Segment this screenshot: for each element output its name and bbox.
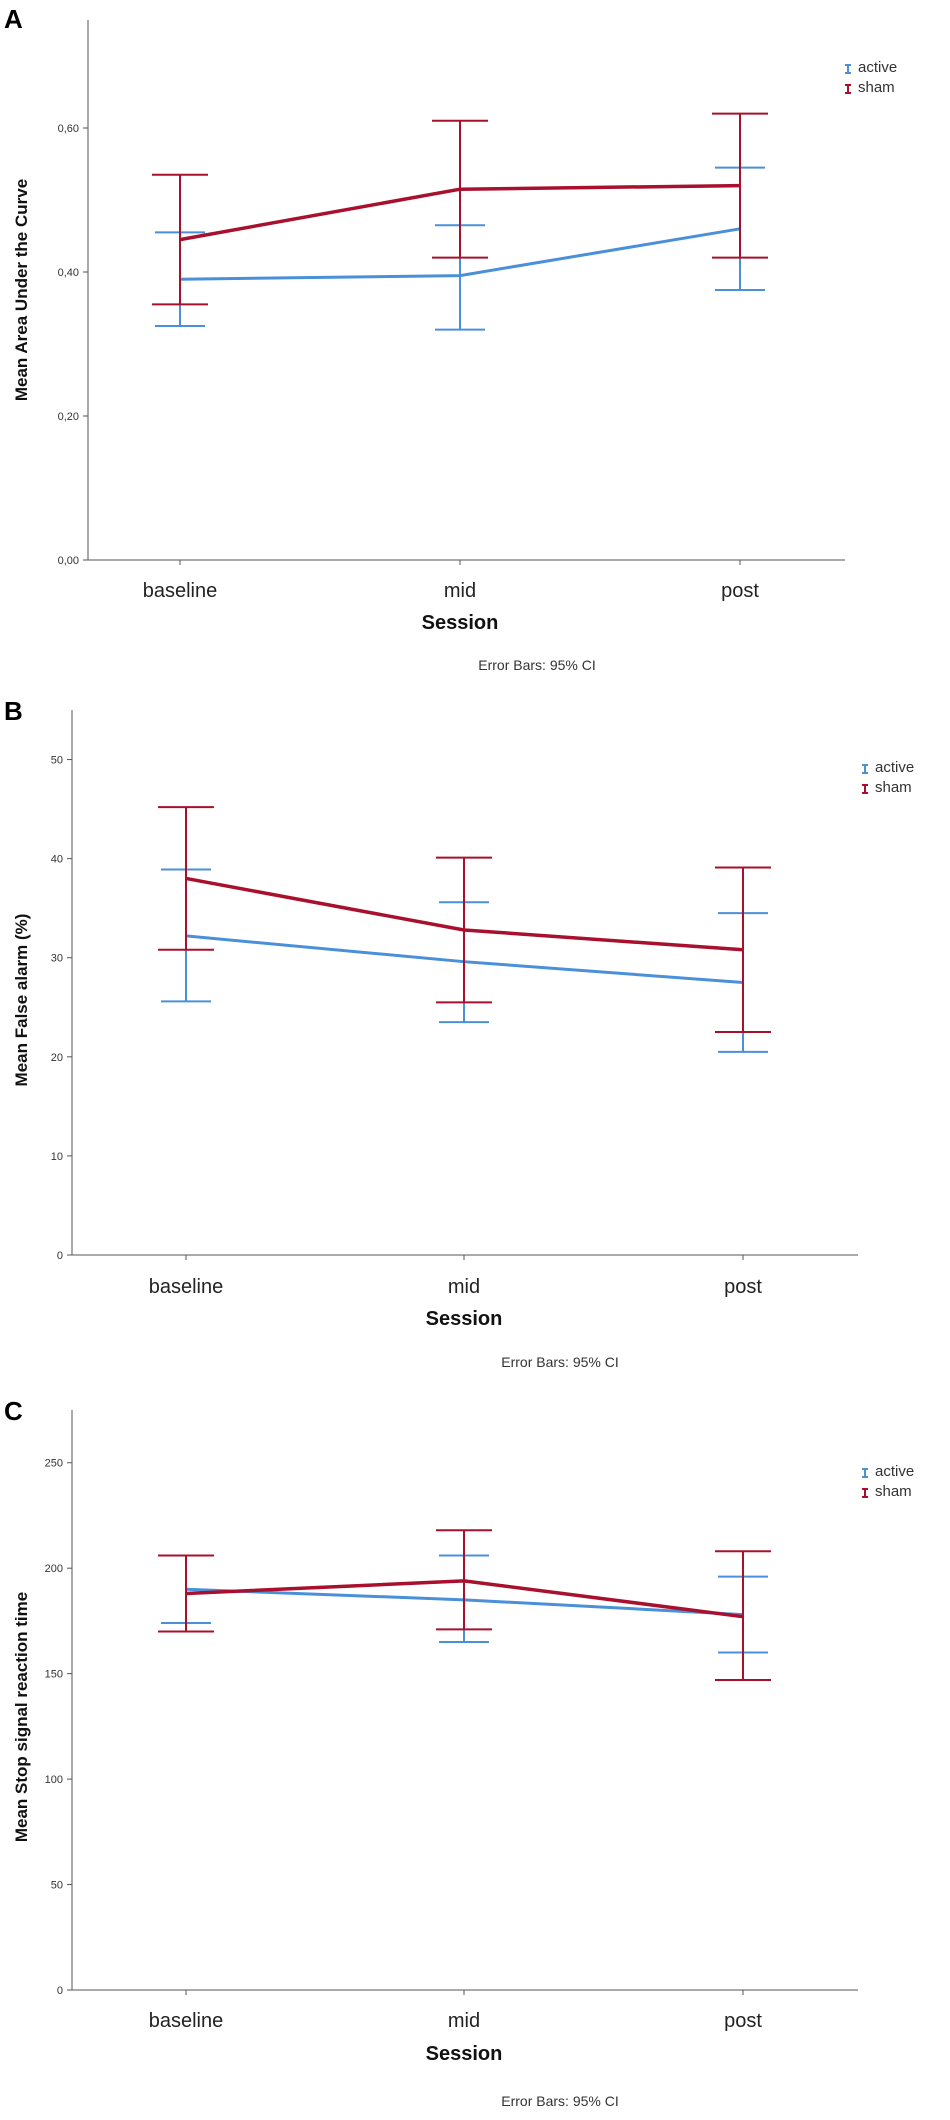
y-tick-label: 200	[45, 1563, 63, 1575]
y-ticks: 0 50 100 150 200 250	[45, 1458, 72, 1997]
y-axis-title: Mean Area Under the Curve	[12, 179, 31, 401]
x-category-label: post	[724, 1276, 762, 1298]
series-layer	[158, 806, 771, 1053]
x-category-label: post	[721, 580, 759, 602]
series-line-sham	[185, 876, 744, 952]
x-axis-title: Session	[422, 612, 499, 634]
y-tick-label: 20	[51, 1052, 63, 1064]
panel-letter: C	[4, 1396, 23, 1426]
panel-letter: B	[4, 696, 23, 726]
chart-panel-a: A 0,00 0,20 0,40 0,60 baseline mid post Sessi…	[4, 4, 897, 673]
y-ticks: 0 10 20 30 40 50	[51, 755, 72, 1262]
x-axis-title: Session	[426, 2043, 503, 2065]
panel-letter: A	[4, 4, 23, 34]
legend-active-icon	[862, 764, 868, 774]
series-layer	[152, 112, 768, 331]
legend-active-icon	[845, 64, 851, 74]
x-category-labels: baseline mid post	[143, 560, 759, 602]
legend-sham-label: sham	[875, 1483, 912, 1500]
legend: active sham	[862, 759, 914, 796]
x-axis-title: Session	[426, 1308, 503, 1330]
legend-active-label: active	[875, 1463, 914, 1480]
y-tick-label: 50	[51, 755, 63, 767]
chart-panel-c: C 0 50 100 150 200 250 baseline mid post Sessio…	[4, 1396, 914, 2109]
y-ticks: 0,00 0,20 0,40 0,60	[58, 123, 88, 567]
y-tick-label: 150	[45, 1669, 63, 1681]
legend-active-label: active	[875, 759, 914, 776]
y-axis-title: Mean False alarm (%)	[12, 914, 31, 1087]
x-category-label: mid	[448, 1276, 480, 1298]
legend: active sham	[862, 1463, 914, 1500]
series-layer	[158, 1529, 771, 1681]
x-category-label: mid	[448, 2010, 480, 2032]
chart-panel-b: B 0 10 20 30 40 50 baseline mid post Session Me…	[4, 696, 914, 1370]
y-tick-label: 250	[45, 1458, 63, 1470]
y-axis-title: Mean Stop signal reaction time	[12, 1592, 31, 1842]
legend: active sham	[845, 59, 897, 96]
series-line-active	[179, 227, 741, 281]
series-line-sham	[179, 183, 741, 242]
legend-active-icon	[862, 1468, 868, 1478]
legend-sham-icon	[845, 84, 851, 94]
legend-active-label: active	[858, 59, 897, 76]
y-tick-label: 100	[45, 1774, 63, 1786]
x-category-label: baseline	[149, 1276, 224, 1298]
x-category-labels: baseline mid post	[149, 1990, 762, 2032]
error-bars-note: Error Bars: 95% CI	[478, 657, 595, 673]
y-tick-label: 0,20	[58, 411, 79, 423]
x-category-label: post	[724, 2010, 762, 2032]
x-category-label: baseline	[143, 580, 218, 602]
legend-sham-icon	[862, 784, 868, 794]
x-category-label: mid	[444, 580, 476, 602]
y-tick-label: 50	[51, 1880, 63, 1892]
y-tick-label: 0,40	[58, 267, 79, 279]
y-tick-label: 0,60	[58, 123, 79, 135]
y-tick-label: 0,00	[58, 555, 79, 567]
legend-sham-icon	[862, 1488, 868, 1498]
legend-sham-label: sham	[875, 779, 912, 796]
error-bars-note: Error Bars: 95% CI	[501, 1354, 618, 1370]
x-category-labels: baseline mid post	[149, 1255, 762, 1298]
series-line-sham	[185, 1579, 744, 1619]
y-tick-label: 10	[51, 1151, 63, 1163]
y-tick-label: 0	[57, 1250, 63, 1262]
y-tick-label: 30	[51, 953, 63, 965]
y-tick-label: 0	[57, 1985, 63, 1997]
y-tick-label: 40	[51, 854, 63, 866]
x-category-label: baseline	[149, 2010, 224, 2032]
legend-sham-label: sham	[858, 79, 895, 96]
error-bars-note: Error Bars: 95% CI	[501, 2093, 618, 2109]
